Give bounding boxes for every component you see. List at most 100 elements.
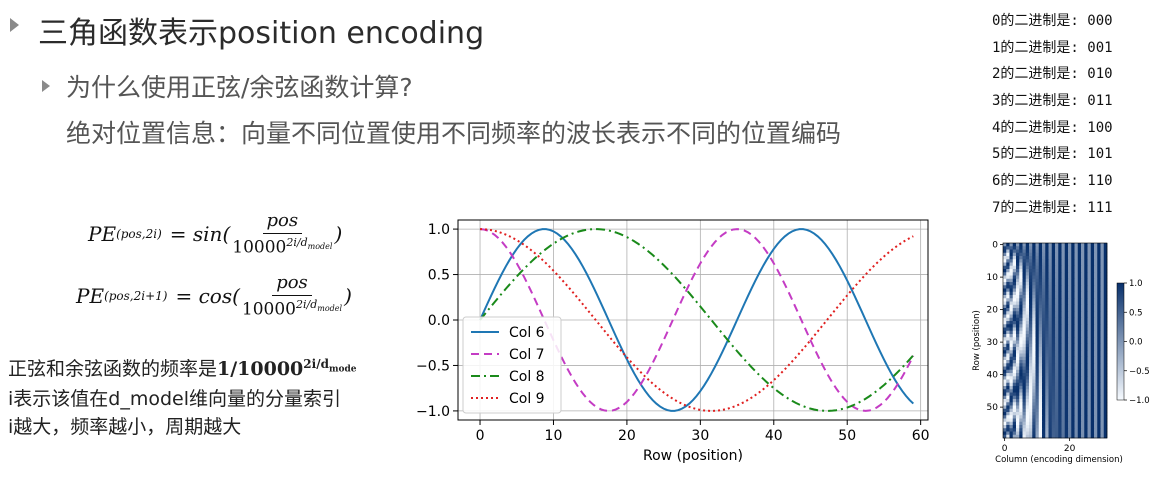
heatmap-cell — [1048, 324, 1053, 328]
heatmap-cell — [1058, 321, 1062, 325]
heatmap-cell — [1081, 347, 1085, 351]
heatmap-cell — [1090, 415, 1095, 419]
heatmap-cell — [1019, 314, 1023, 319]
heatmap-cell — [1045, 408, 1049, 413]
heatmap-cell — [1022, 392, 1027, 397]
heatmap-cell — [1032, 347, 1036, 351]
heatmap-cell — [1003, 278, 1007, 283]
heatmap-cell — [1071, 399, 1075, 403]
heatmap-cell — [1100, 288, 1105, 293]
heatmap-cell — [1006, 340, 1010, 345]
heatmap-cell — [1064, 350, 1069, 354]
heatmap-cell — [1025, 356, 1030, 361]
heatmap-cell — [1038, 246, 1043, 250]
legend-box — [462, 316, 562, 414]
heatmap-cell — [1055, 314, 1059, 319]
heatmap-cell — [1055, 421, 1059, 426]
heatmap-cell — [1051, 252, 1056, 257]
heatmap-cell — [1061, 275, 1066, 280]
heatmap-cell — [1042, 386, 1046, 390]
heatmap-cell — [1045, 366, 1049, 371]
heatmap-cell — [1045, 317, 1049, 322]
heatmap-cell — [1003, 243, 1007, 247]
heatmap-cell — [1087, 259, 1092, 263]
heatmap-cell — [1038, 243, 1043, 247]
sub-bullet-triangle-icon — [42, 80, 50, 92]
heatmap-cell — [1090, 421, 1095, 426]
heatmap-cell — [1084, 389, 1088, 393]
heatmap-cell — [1103, 415, 1108, 419]
heatmap-cell — [1019, 311, 1023, 315]
heatmap-cell — [1094, 275, 1098, 280]
heatmap-cell — [1068, 262, 1072, 267]
heatmap-cell — [1061, 324, 1066, 328]
heatmap-cell — [1016, 386, 1020, 390]
heatmap-cell — [1103, 389, 1108, 393]
heatmap-cell — [1006, 425, 1010, 429]
heatmap-cell — [1055, 269, 1059, 273]
heatmap-cell — [1022, 418, 1027, 423]
heatmap-cell — [1029, 330, 1033, 335]
heatmap-cell — [1068, 272, 1072, 276]
heatmap-cell — [1042, 369, 1046, 374]
heatmap-cell — [1087, 337, 1092, 341]
heatmap-cell — [1042, 278, 1046, 283]
heatmap-cell — [1025, 337, 1030, 341]
heatmap-cell — [1029, 399, 1033, 403]
heatmap-cell — [1100, 418, 1105, 423]
heatmap-cell — [1016, 405, 1020, 410]
heatmap-cell — [1084, 327, 1088, 332]
heatmap-cell — [1051, 246, 1056, 250]
heatmap-cell — [1097, 330, 1101, 335]
heatmap-cell — [1029, 304, 1033, 309]
heatmap-cell — [1103, 392, 1108, 397]
heatmap-cell — [1019, 376, 1023, 380]
heatmap-cell — [1064, 360, 1069, 364]
heatmap-cell — [1087, 278, 1092, 283]
heatmap-cell — [1042, 275, 1046, 280]
heatmap-cell — [1009, 402, 1014, 406]
heatmap-cell — [1097, 353, 1101, 358]
heatmap-cell — [1012, 428, 1017, 432]
heatmap-cell — [1074, 288, 1079, 293]
heatmap-cell — [1055, 246, 1059, 250]
heatmap-cell — [1016, 314, 1020, 319]
heatmap-cell — [1055, 382, 1059, 387]
heatmap-cell — [1087, 246, 1092, 250]
heatmap-cell — [1064, 278, 1069, 283]
heatmap-cell — [1012, 304, 1017, 309]
heatmap-cell — [1042, 321, 1046, 325]
heatmap-cell — [1035, 366, 1040, 371]
heatmap-cell — [1022, 360, 1027, 364]
heatmap-cell — [1074, 272, 1079, 276]
heatmap-cell — [1103, 369, 1108, 374]
heatmap-cell — [1003, 421, 1007, 426]
heatmap-cell — [1064, 304, 1069, 309]
heatmap-cell — [1087, 415, 1092, 419]
heatmap-cell — [1003, 252, 1007, 257]
heatmap-cell — [1103, 246, 1108, 250]
heatmap-cell — [1032, 363, 1036, 367]
heatmap-cell — [1012, 418, 1017, 423]
heatmap-cell — [1103, 285, 1108, 289]
heatmap-cell — [1019, 395, 1023, 400]
heatmap-cell — [1025, 399, 1030, 403]
heatmap-cell — [1045, 360, 1049, 364]
heatmap-cell — [1035, 285, 1040, 289]
heatmap-cell — [1016, 428, 1020, 432]
heatmap-cell — [1055, 288, 1059, 293]
heatmap-cell — [1055, 340, 1059, 345]
heatmap-cell — [1103, 288, 1108, 293]
heatmap-cell — [1081, 408, 1085, 413]
heatmap-cell — [1009, 421, 1014, 426]
heatmap-cell — [1103, 249, 1108, 254]
heatmap-cell — [1025, 386, 1030, 390]
heatmap-cell — [1025, 379, 1030, 384]
heatmap-cell — [1061, 373, 1066, 377]
heatmap-cell — [1103, 269, 1108, 273]
heatmap-cell — [1022, 308, 1027, 312]
heatmap-cell — [1038, 278, 1043, 283]
heatmap-cell — [1084, 363, 1088, 367]
heatmap-cell — [1009, 243, 1014, 247]
heatmap-cell — [1097, 317, 1101, 322]
